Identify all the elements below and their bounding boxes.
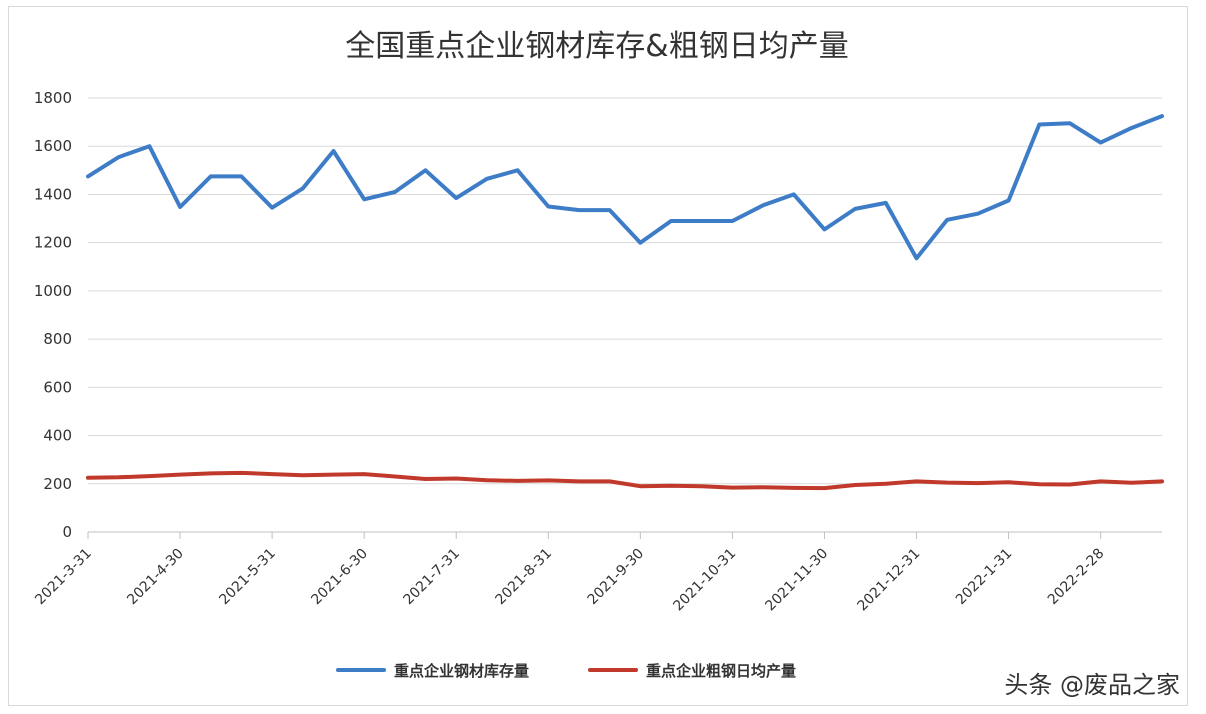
x-tick-label: 2021-8-31: [493, 546, 556, 609]
chart-title: 全国重点企业钢材库存&粗钢日均产量: [345, 29, 848, 64]
series-line-1: [86, 114, 1164, 261]
watermark: 头条 @废品之家: [1000, 663, 1184, 702]
x-tick-label: 2021-12-31: [854, 546, 923, 615]
y-tick-label: 0: [62, 523, 72, 541]
gridlines: [88, 97, 1162, 533]
x-axis: 2021-3-31 2021-4-30 2021-5-31 2021-6-30 2021…: [32, 532, 1107, 614]
x-tick-label: 2021-4-30: [124, 546, 187, 609]
y-tick-label: 1800: [34, 89, 72, 107]
y-tick-label: 400: [43, 427, 72, 445]
y-tick-label: 1000: [34, 282, 72, 300]
x-tick-label: 2021-6-30: [308, 546, 371, 609]
y-tick-label: 1400: [34, 185, 72, 203]
y-tick-label: 600: [43, 378, 72, 396]
x-tick-label: 2022-1-31: [953, 546, 1016, 609]
x-tick-label: 2021-3-31: [32, 546, 95, 609]
legend-label: 重点企业钢材库存量: [394, 662, 529, 680]
legend: 重点企业钢材库存量 重点企业粗钢日均产量: [336, 662, 796, 680]
chart-frame: [8, 6, 1188, 706]
x-tick-label: 2021-11-30: [762, 546, 831, 615]
series-line-2: [86, 470, 1164, 491]
y-tick-label: 800: [43, 330, 72, 348]
x-tick-label: 2022-2-28: [1045, 546, 1108, 609]
x-tick-label: 2021-5-31: [216, 546, 279, 609]
x-tick-label: 2021-9-30: [585, 546, 648, 609]
series-lines: [86, 114, 1164, 491]
y-tick-label: 1200: [34, 234, 72, 252]
y-tick-label: 200: [43, 475, 72, 493]
x-tick-label: 2021-7-31: [401, 546, 464, 609]
legend-label: 重点企业粗钢日均产量: [646, 662, 796, 680]
y-tick-label: 1600: [34, 137, 72, 155]
y-axis-ticks: 0 200 400 600 800 1000 1200 1400 1600 1800: [34, 89, 72, 541]
x-tick-label: 2021-10-31: [670, 546, 739, 615]
